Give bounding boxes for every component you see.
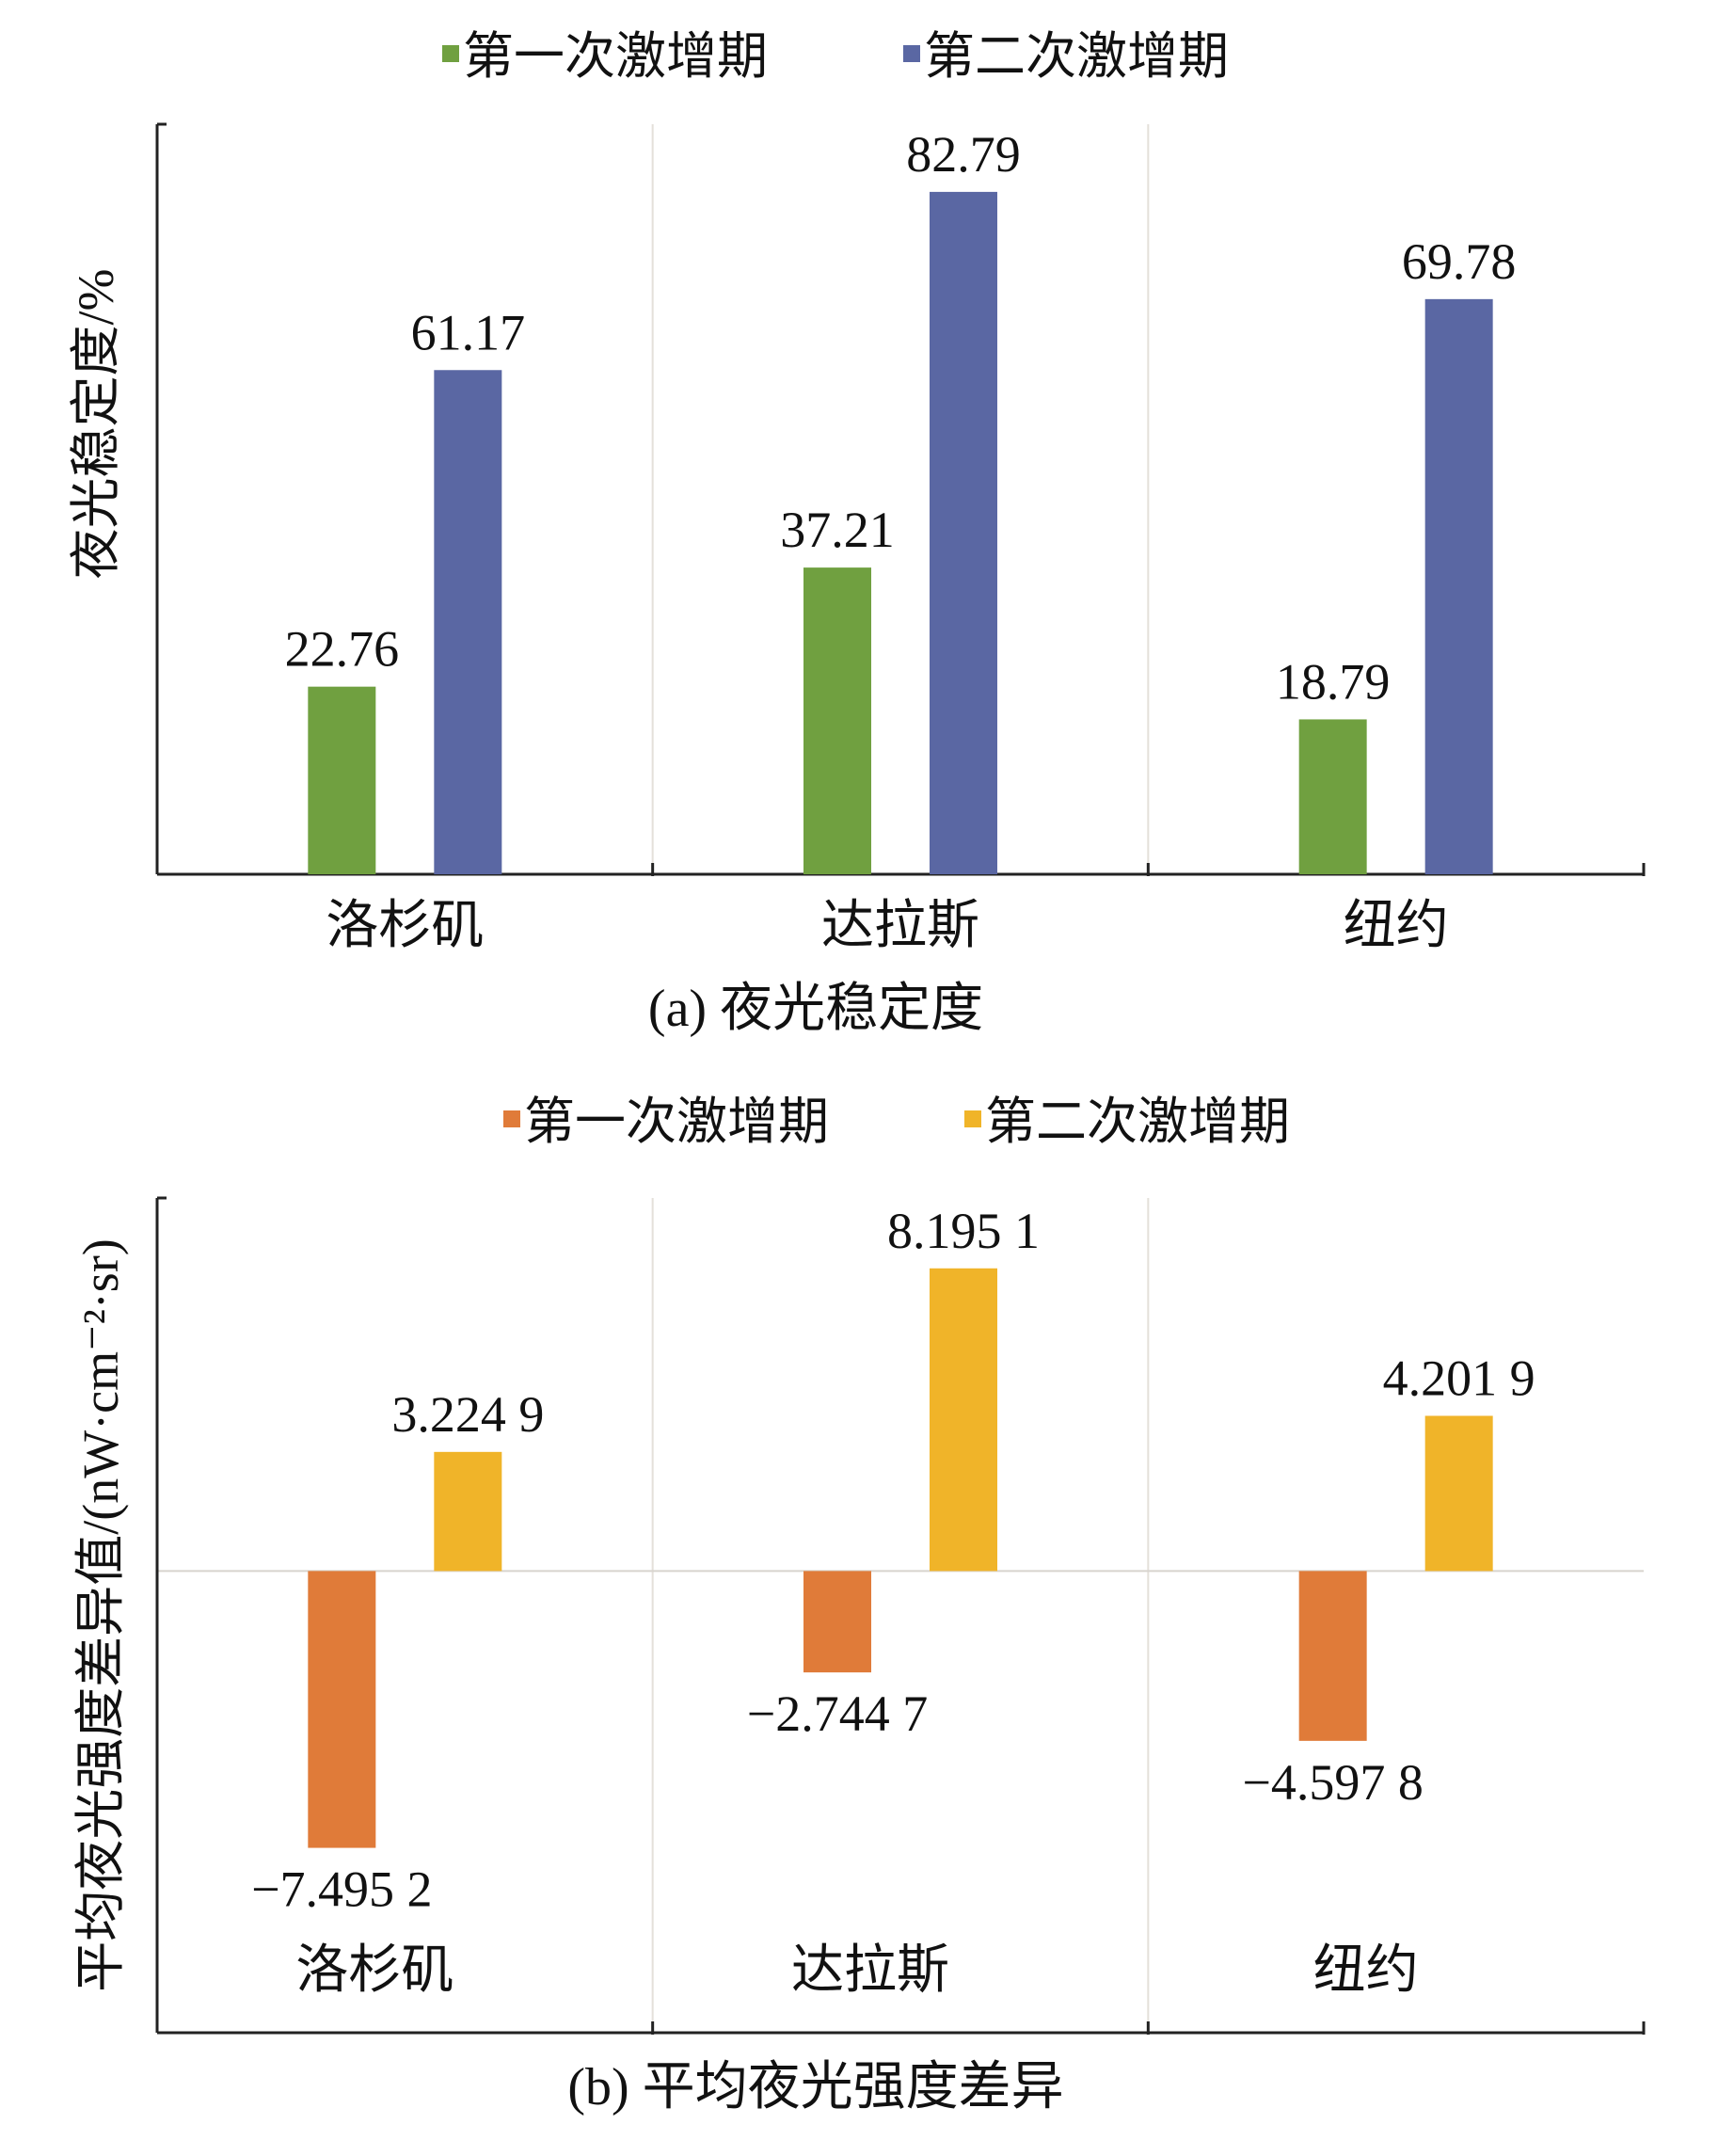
bar: [1298, 719, 1367, 874]
bar: [1424, 1415, 1493, 1572]
chart-title: (a) 夜光稳定度: [648, 980, 983, 1038]
y-axis-label: 平均夜光强度差异值/(nW·cm⁻²·sr): [72, 1238, 129, 1992]
bar: [1424, 298, 1493, 875]
bar: [308, 1571, 376, 1848]
data-label: −2.744 7: [747, 1685, 928, 1742]
legend-label: 第二次激增期: [985, 1094, 1290, 1150]
data-label: 22.76: [285, 621, 400, 678]
data-label: −4.597 8: [1242, 1754, 1423, 1811]
category-label: 洛杉矶: [326, 897, 484, 955]
legend-swatch: [964, 1110, 981, 1127]
legend-swatch: [442, 45, 459, 62]
category-label: 纽约: [1313, 1941, 1419, 2000]
category-label: 达拉斯: [791, 1941, 949, 2000]
bar: [930, 1268, 997, 1572]
bar: [434, 1451, 502, 1572]
data-label: 69.78: [1402, 233, 1517, 290]
category-label: 达拉斯: [821, 897, 979, 955]
data-label: 37.21: [780, 502, 895, 558]
chart-a-stability: 第一次激增期 第二次激增期 22.76 61.17 洛杉矶 37.21 82.79 达拉斯 18…: [68, 28, 1646, 1038]
bar: [434, 370, 502, 874]
data-label: 18.79: [1276, 653, 1391, 710]
y-axis-label: 夜光稳定度/%: [68, 269, 124, 580]
data-label: 4.201 9: [1383, 1349, 1535, 1406]
bar: [930, 191, 997, 875]
chart-b-intensity-diff: 第一次激增期 第二次激增期 −7.495 2 3.224 9 洛杉矶 −2.744 7 8.…: [72, 1094, 1646, 2116]
data-label: 8.195 1: [887, 1203, 1040, 1259]
data-label: 82.79: [906, 126, 1021, 183]
data-label: −7.495 2: [251, 1861, 432, 1918]
bar: [308, 686, 376, 874]
bar: [1298, 1571, 1367, 1741]
data-label: 3.224 9: [391, 1386, 544, 1443]
data-label: 61.17: [411, 304, 526, 360]
legend-swatch: [903, 45, 920, 62]
category-label: 洛杉矶: [295, 1941, 453, 2000]
legend-swatch: [503, 1110, 520, 1127]
bar: [803, 1571, 871, 1673]
legend-label: 第一次激增期: [524, 1094, 829, 1150]
category-label: 纽约: [1344, 897, 1449, 955]
bar: [803, 567, 871, 874]
legend-label: 第二次激增期: [924, 28, 1229, 85]
legend-label: 第一次激增期: [463, 28, 768, 85]
chart-title: (b) 平均夜光强度差异: [567, 2058, 1063, 2116]
